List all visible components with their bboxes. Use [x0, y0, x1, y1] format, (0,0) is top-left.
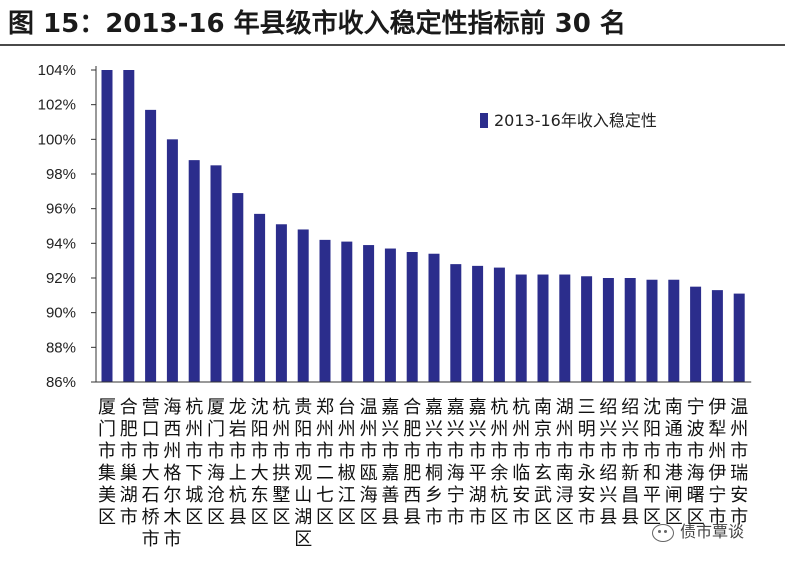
x-category-label: 营口市大石桥市: [142, 397, 160, 550]
x-category-label: 贵阳市观山湖区: [294, 397, 312, 550]
bar: [559, 274, 571, 382]
x-category-label: 厦门市海沧区: [207, 397, 225, 528]
x-category-label: 合肥市肥西县: [403, 397, 421, 528]
x-category-label: 杭州市拱墅区: [272, 397, 290, 528]
bar: [624, 278, 636, 382]
x-category-label: 沈阳市大东区: [251, 397, 269, 528]
y-tick-label: 102%: [38, 97, 76, 114]
x-category-label: 宁波市海曙区: [687, 397, 705, 528]
chart-title: 图 15：2013-16 年县级市收入稳定性指标前 30 名: [8, 9, 626, 39]
bar: [690, 286, 702, 382]
x-category-label: 嘉兴市嘉善县: [381, 397, 399, 528]
bar: [602, 278, 614, 382]
bar: [733, 293, 745, 382]
bar: [166, 139, 178, 382]
x-category-label: 杭州市余杭区: [490, 397, 508, 528]
y-tick-label: 86%: [46, 374, 76, 391]
x-category-label: 湖州市南浔区: [556, 397, 574, 528]
bar: [188, 160, 200, 382]
x-category-label: 厦门市集美区: [98, 397, 116, 528]
bar: [232, 193, 244, 382]
x-category-label: 杭州市下城区: [185, 397, 203, 528]
bar: [145, 109, 157, 382]
bar: [406, 252, 418, 382]
y-tick-label: 88%: [46, 339, 76, 356]
x-category-label: 嘉兴市桐乡市: [425, 397, 443, 528]
x-category-label: 郑州市二七区: [316, 397, 334, 528]
title-divider: [0, 44, 785, 46]
y-tick-label: 90%: [46, 305, 76, 322]
x-category-label: 南通市港闸区: [665, 397, 683, 528]
bar: [123, 70, 135, 382]
bar: [384, 248, 396, 382]
x-category-label: 嘉兴市海宁市: [447, 397, 465, 528]
x-category-label: 绍兴市绍兴县: [599, 397, 617, 528]
x-category-label: 温州市瓯海区: [360, 397, 378, 528]
bar: [668, 279, 680, 382]
y-tick-label: 98%: [46, 166, 76, 183]
watermark-text: 债市覃谈: [680, 522, 745, 541]
bar: [210, 165, 222, 382]
wechat-icon: [652, 523, 674, 542]
x-category-label: 海西州格尔木市: [163, 397, 181, 550]
x-axis: 厦门市集美区合肥市巢湖市营口市大石桥市海西州格尔木市杭州市下城区厦门市海沧区龙岩…: [96, 381, 752, 550]
x-category-label: 台州市椒江区: [338, 397, 356, 528]
x-category-label: 三明市永安市: [578, 397, 596, 528]
x-category-label: 沈阳市和平区: [643, 397, 661, 528]
legend: 2013-16年收入稳定性: [480, 111, 657, 130]
y-tick-label: 96%: [46, 201, 76, 218]
bar: [515, 274, 527, 382]
bar: [581, 276, 593, 382]
x-category-label: 绍兴市新昌县: [621, 397, 639, 528]
y-axis: 86% 88% 90% 92% 94% 96% 98% 100% 102% 104%: [38, 62, 97, 391]
bar: [493, 267, 505, 382]
y-tick-label: 92%: [46, 270, 76, 287]
bar: [275, 224, 287, 382]
y-tick-label: 100%: [38, 131, 76, 148]
legend-swatch: [480, 113, 488, 128]
bar: [450, 264, 462, 382]
bar: [254, 213, 266, 382]
x-category-label: 龙岩市上杭县: [229, 397, 247, 528]
bar: [646, 279, 658, 382]
bar: [472, 265, 484, 382]
x-category-label: 南京市玄武区: [534, 397, 552, 528]
x-category-label: 嘉兴市平湖市: [469, 397, 487, 528]
bar: [711, 290, 723, 382]
bar: [101, 70, 113, 382]
y-tick-label: 94%: [46, 235, 76, 252]
bar: [363, 245, 375, 382]
watermark: 债市覃谈: [652, 518, 744, 542]
bar: [428, 253, 440, 382]
x-category-label: 伊犁州伊宁市: [708, 397, 726, 528]
bar: [537, 274, 549, 382]
bar: [341, 241, 353, 382]
x-category-label: 合肥市巢湖市: [120, 397, 138, 528]
x-category-label: 杭州市临安市: [512, 397, 530, 528]
legend-label: 2013-16年收入稳定性: [494, 111, 657, 130]
bars: [101, 70, 745, 382]
bar: [297, 229, 309, 382]
x-category-label: 温州市瑞安市: [730, 397, 748, 528]
y-tick-label: 104%: [38, 62, 76, 79]
bar: [319, 239, 331, 382]
